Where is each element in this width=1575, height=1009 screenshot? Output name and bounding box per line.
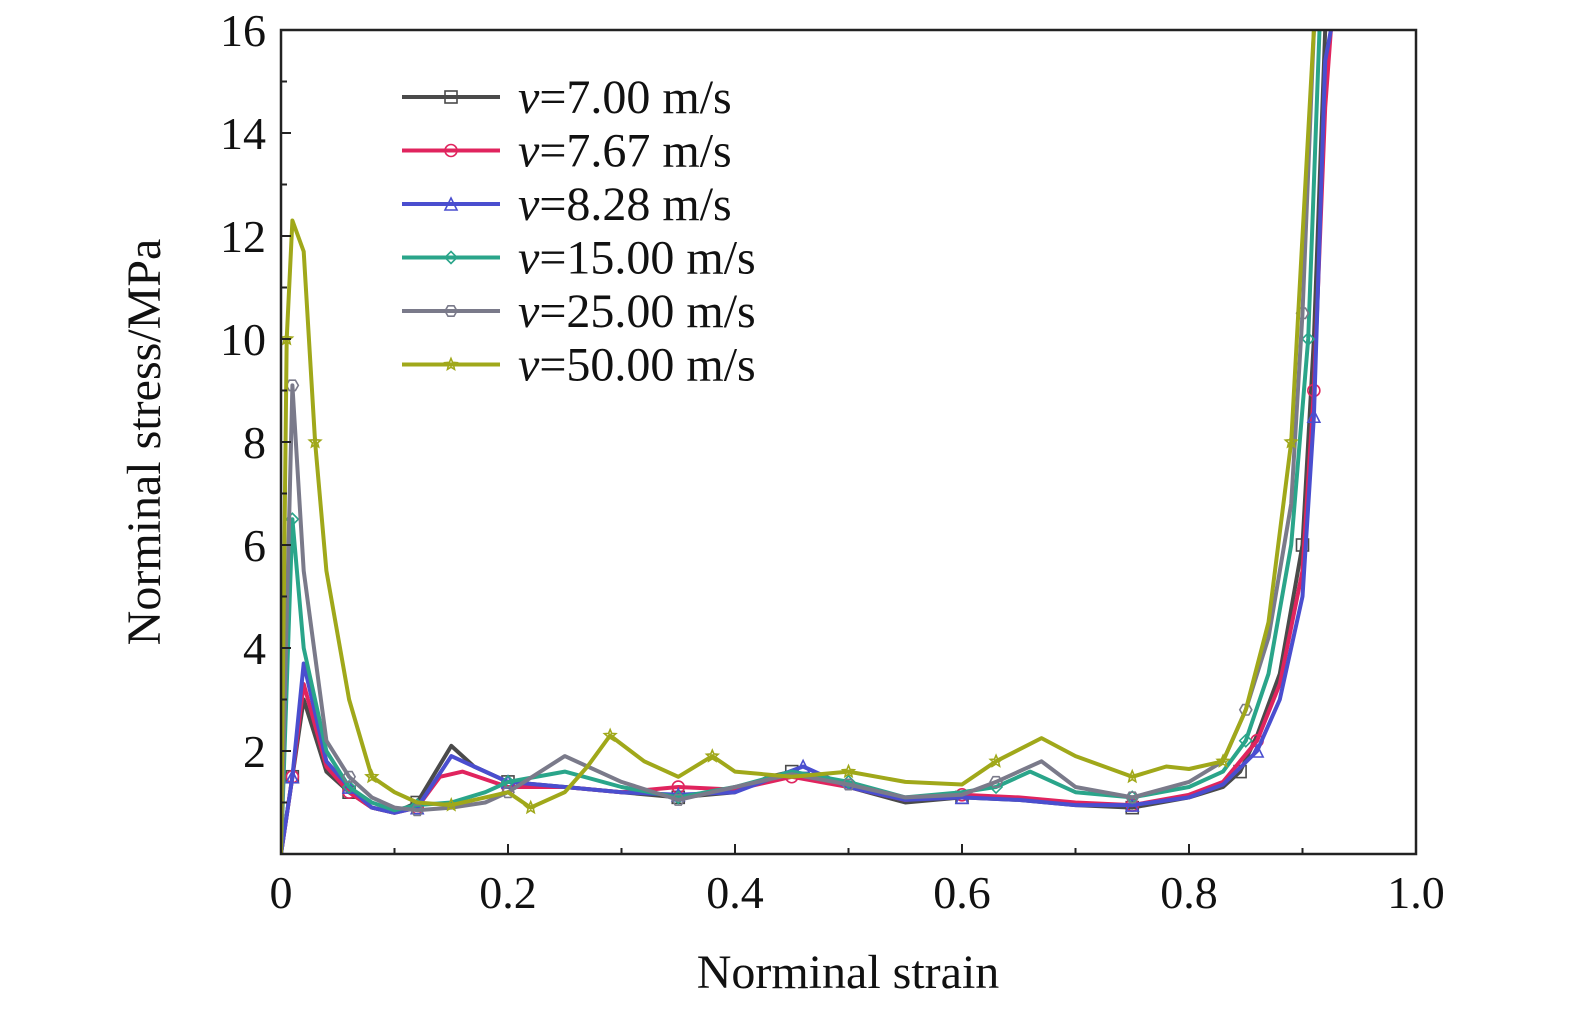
data-point xyxy=(1125,791,1140,804)
legend-item: v=7.00 m/s xyxy=(402,71,732,124)
legend-marker xyxy=(443,250,459,265)
data-point xyxy=(364,768,380,784)
y-tick-label: 4 xyxy=(243,623,266,674)
legend-label: v=15.00 m/s xyxy=(518,232,756,285)
legend-marker xyxy=(443,356,459,372)
legend-label: v=50.00 m/s xyxy=(518,339,756,392)
y-tick-label: 6 xyxy=(243,520,266,571)
data-point xyxy=(1301,331,1316,347)
legend-label: v=7.67 m/s xyxy=(518,125,732,178)
x-tick-label: 0 xyxy=(270,867,293,918)
x-tick-label: 0.6 xyxy=(933,867,991,918)
data-point xyxy=(840,763,857,779)
data-point xyxy=(285,768,300,784)
legend-label: v=8.28 m/s xyxy=(518,178,732,231)
data-point xyxy=(704,748,720,763)
y-tick-label: 8 xyxy=(243,417,266,468)
data-point xyxy=(1124,768,1140,784)
data-point xyxy=(1283,433,1299,449)
data-point xyxy=(410,804,425,817)
x-axis-label: Norminal strain xyxy=(697,946,1000,999)
x-tick-label: 0.8 xyxy=(1160,867,1218,918)
legend-marker xyxy=(443,196,459,211)
data-point xyxy=(500,774,516,790)
legend-label: v=7.00 m/s xyxy=(518,71,732,124)
data-point xyxy=(671,793,686,806)
legend-marker xyxy=(444,90,458,104)
data-point xyxy=(523,799,539,815)
data-point xyxy=(1124,797,1140,812)
data-point xyxy=(1306,408,1322,424)
y-tick-label: 14 xyxy=(220,108,266,159)
data-point xyxy=(1249,743,1265,758)
x-tick-label: 0.4 xyxy=(706,867,764,918)
legend-marker xyxy=(444,143,458,158)
y-axis-label: Norminal stress/MPa xyxy=(118,239,171,646)
data-point xyxy=(602,727,618,743)
legend-label: v=25.00 m/s xyxy=(518,285,756,338)
data-point xyxy=(989,775,1003,788)
data-point xyxy=(954,789,970,805)
legend-item: v=50.00 m/s xyxy=(402,339,756,392)
data-point xyxy=(841,778,856,791)
x-tick-label: 0.2 xyxy=(479,867,537,918)
legend-item: v=8.28 m/s xyxy=(402,178,732,231)
series-line xyxy=(281,30,1316,854)
legend-item: v=25.00 m/s xyxy=(402,285,756,338)
series-layer xyxy=(281,30,1333,854)
x-tick-label: 1.0 xyxy=(1387,867,1445,918)
data-point xyxy=(341,779,357,795)
series-6 xyxy=(281,30,1316,854)
data-point xyxy=(307,433,323,449)
data-point xyxy=(342,770,357,783)
data-point xyxy=(1238,733,1253,748)
data-point xyxy=(988,753,1004,768)
legend-item: v=15.00 m/s xyxy=(402,232,756,285)
y-tick-label: 12 xyxy=(220,211,266,262)
legend: v=7.00 m/sv=7.67 m/sv=8.28 m/sv=15.00 m/… xyxy=(402,71,756,392)
data-point xyxy=(281,330,295,346)
y-tick-label: 2 xyxy=(243,726,266,777)
ticks-layer: 0 0.2 0.4 0.6 0.8 1.0 2 4 6 8 10 12 14 16 xyxy=(220,5,1445,918)
legend-marker xyxy=(444,305,458,317)
y-tick-label: 16 xyxy=(220,5,266,56)
legend-item: v=7.67 m/s xyxy=(402,125,732,178)
data-point xyxy=(443,796,459,812)
data-point xyxy=(1215,753,1231,768)
y-tick-label: 10 xyxy=(220,314,266,365)
